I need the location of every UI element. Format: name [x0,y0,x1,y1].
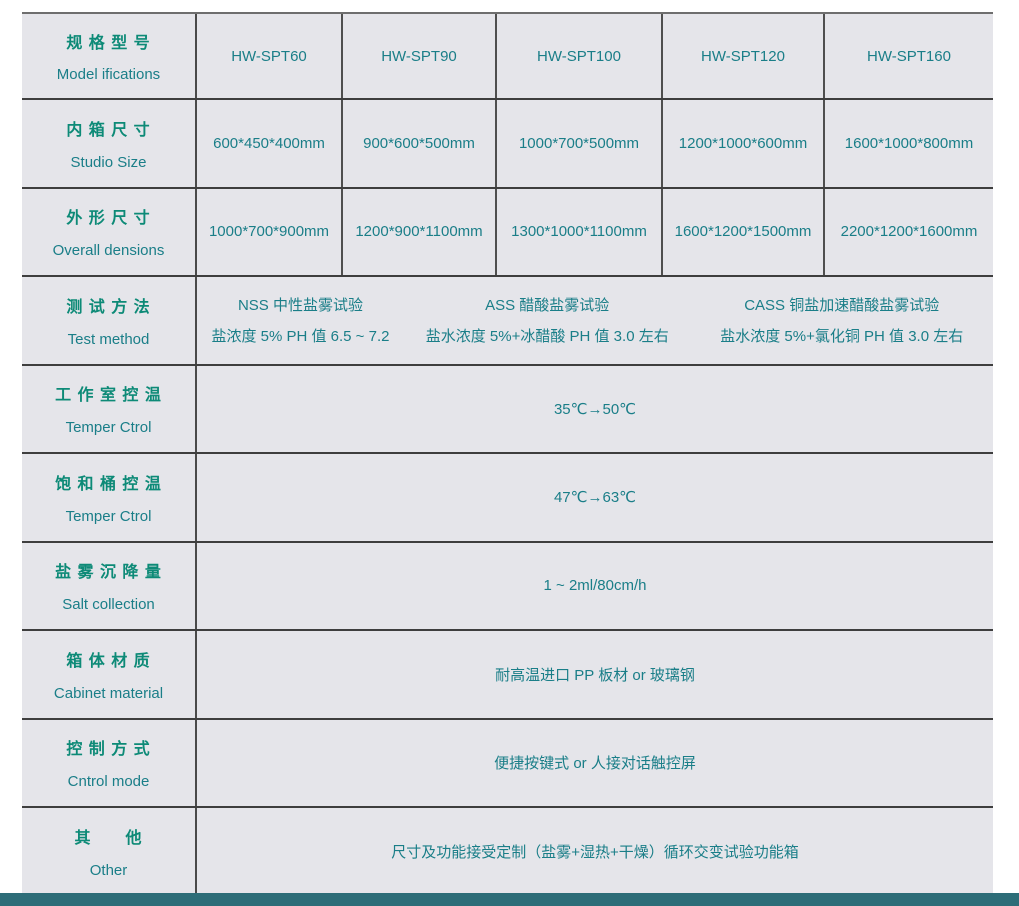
table-row-studio-size: 内 箱 尺 寸 Studio Size 600*450*400mm 900*60… [22,100,993,189]
size-cell: 1600*1200*1500mm [663,188,825,275]
test-method-nss: NSS 中性盐雾试验 盐浓度 5% PH 值 6.5 ~ 7.2 [197,277,404,364]
row-header-overall-size: 外 形 尺 寸 Overall densions [22,188,197,275]
row-header-other: 其 他 Other [22,808,197,895]
size-cell: 1000*700*500mm [497,100,663,187]
table-row-test-method: 测 试 方 法 Test method NSS 中性盐雾试验 盐浓度 5% PH… [22,277,993,366]
table-row-control-mode: 控 制 方 式 Cntrol mode 便捷按键式 or 人接对话触控屏 [22,719,993,808]
row-header-models: 规 格 型 号 Model ifications [22,14,197,98]
model-cell: HW-SPT160 [867,47,951,65]
row-label-en: Test method [67,330,150,348]
other-value: 尺寸及功能接受定制（盐雾+湿热+干燥）循环交变试验功能箱 [391,843,799,861]
control-mode-value: 便捷按键式 or 人接对话触控屏 [494,755,696,773]
row-label-zh: 规 格 型 号 [66,35,151,53]
row-header-studio-size: 内 箱 尺 寸 Studio Size [22,100,197,187]
size-cell: 2200*1200*1600mm [840,223,978,241]
table-row-workroom-temp: 工 作 室 控 温 Temper Ctrol 35℃→50℃ [22,365,993,454]
size-cell: 1300*1000*1100mm [497,188,663,275]
row-label-en: Other [89,861,128,879]
row-label-zh: 测 试 方 法 [66,298,151,316]
row-label-zh: 内 箱 尺 寸 [66,121,151,139]
test-method-cass: CASS 铜盐加速醋酸盐雾试验 盐水浓度 5%+氯化铜 PH 值 3.0 左右 [691,277,993,364]
size-cell: 1200*900*1100mm [343,188,497,275]
row-header-workroom-temp: 工 作 室 控 温 Temper Ctrol [22,365,197,452]
row-header-salt-collection: 盐 雾 沉 降 量 Salt collection [22,542,197,629]
size-cell: 600*450*400mm [197,100,343,187]
row-header-cabinet-material: 箱 体 材 质 Cabinet material [22,631,197,718]
test-method-ass-detail: 盐水浓度 5%+冰醋酸 PH 值 3.0 左右 [425,328,669,346]
row-label-en: Temper Ctrol [65,419,152,437]
test-method-ass: ASS 醋酸盐雾试验 盐水浓度 5%+冰醋酸 PH 值 3.0 左右 [404,277,691,364]
model-cell: HW-SPT60 [197,14,343,98]
model-cell: HW-SPT120 [663,14,825,98]
table-row-models: 规 格 型 号 Model ifications HW-SPT60 HW-SPT… [22,14,993,100]
table-row-saturator-temp: 饱 和 桶 控 温 Temper Ctrol 47℃→63℃ [22,454,993,543]
size-cell: 1600*1000*800mm [844,134,974,152]
row-label-en: Overall densions [52,242,165,260]
test-method-cell: NSS 中性盐雾试验 盐浓度 5% PH 值 6.5 ~ 7.2 ASS 醋酸盐… [197,277,993,364]
row-label-zh: 外 形 尺 寸 [66,210,151,228]
table-row-overall-size: 外 形 尺 寸 Overall densions 1000*700*900mm … [22,188,993,277]
row-label-en: Studio Size [70,153,147,171]
row-label-zh: 箱 体 材 质 [66,652,151,670]
row-label-zh: 饱 和 桶 控 温 [55,475,162,493]
table-row-salt-collection: 盐 雾 沉 降 量 Salt collection 1 ~ 2ml/80cm/h [22,542,993,631]
saturator-temp-value: 47℃→63℃ [553,489,637,507]
row-label-en: Cntrol mode [67,773,150,791]
workroom-temp-value: 35℃→50℃ [553,400,637,418]
row-label-zh: 盐 雾 沉 降 量 [55,564,162,582]
table-row-cabinet-material: 箱 体 材 质 Cabinet material 耐高温进口 PP 板材 or … [22,631,993,720]
test-method-cass-title: CASS 铜盐加速醋酸盐雾试验 [744,297,940,315]
row-label-zh: 工 作 室 控 温 [55,387,162,405]
test-method-ass-title: ASS 醋酸盐雾试验 [485,297,610,315]
row-label-en: Salt collection [62,596,155,614]
footer-bar [0,893,1019,906]
row-label-en: Model ifications [56,65,161,83]
spec-table: 规 格 型 号 Model ifications HW-SPT60 HW-SPT… [22,12,993,897]
model-cell: HW-SPT90 [343,14,497,98]
salt-collection-value: 1 ~ 2ml/80cm/h [543,577,647,595]
cabinet-material-value: 耐高温进口 PP 板材 or 玻璃钢 [495,666,695,684]
row-header-test-method: 测 试 方 法 Test method [22,277,197,364]
test-method-nss-detail: 盐浓度 5% PH 值 6.5 ~ 7.2 [211,328,390,346]
size-cell: 1200*1000*600mm [663,100,825,187]
row-label-zh: 控 制 方 式 [66,741,151,759]
test-method-nss-title: NSS 中性盐雾试验 [237,297,363,315]
row-header-control-mode: 控 制 方 式 Cntrol mode [22,719,197,806]
model-cell: HW-SPT100 [497,14,663,98]
table-row-other: 其 他 Other 尺寸及功能接受定制（盐雾+湿热+干燥）循环交变试验功能箱 [22,808,993,897]
size-cell: 1000*700*900mm [197,188,343,275]
row-header-saturator-temp: 饱 和 桶 控 温 Temper Ctrol [22,454,197,541]
test-method-cass-detail: 盐水浓度 5%+氯化铜 PH 值 3.0 左右 [720,328,964,346]
size-cell: 900*600*500mm [343,100,497,187]
row-label-en: Cabinet material [53,684,164,702]
row-label-zh: 其 他 [74,829,143,847]
row-label-en: Temper Ctrol [65,507,152,525]
